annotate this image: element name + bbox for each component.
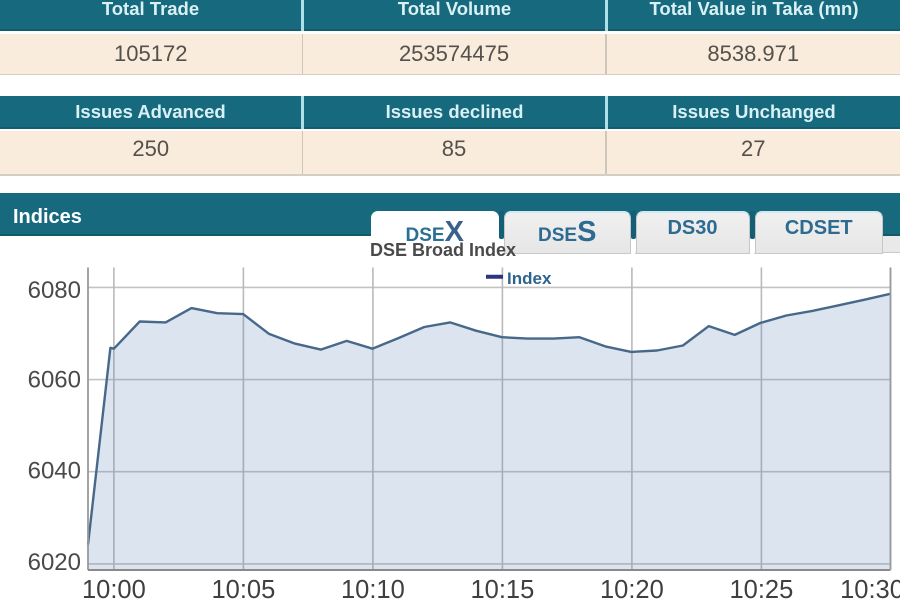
svg-text:6080: 6080 [28, 277, 81, 304]
svg-text:6020: 6020 [28, 549, 81, 576]
svg-text:Index: Index [507, 269, 552, 288]
svg-text:10:05: 10:05 [211, 576, 275, 600]
svg-text:6040: 6040 [28, 458, 81, 485]
svg-text:10:15: 10:15 [470, 576, 534, 600]
svg-text:10:10: 10:10 [341, 576, 405, 600]
svg-text:10:25: 10:25 [729, 576, 793, 600]
svg-text:10:30: 10:30 [840, 576, 900, 600]
svg-text:6060: 6060 [28, 367, 81, 394]
svg-text:10:00: 10:00 [82, 576, 146, 600]
svg-text:10:20: 10:20 [600, 576, 664, 600]
